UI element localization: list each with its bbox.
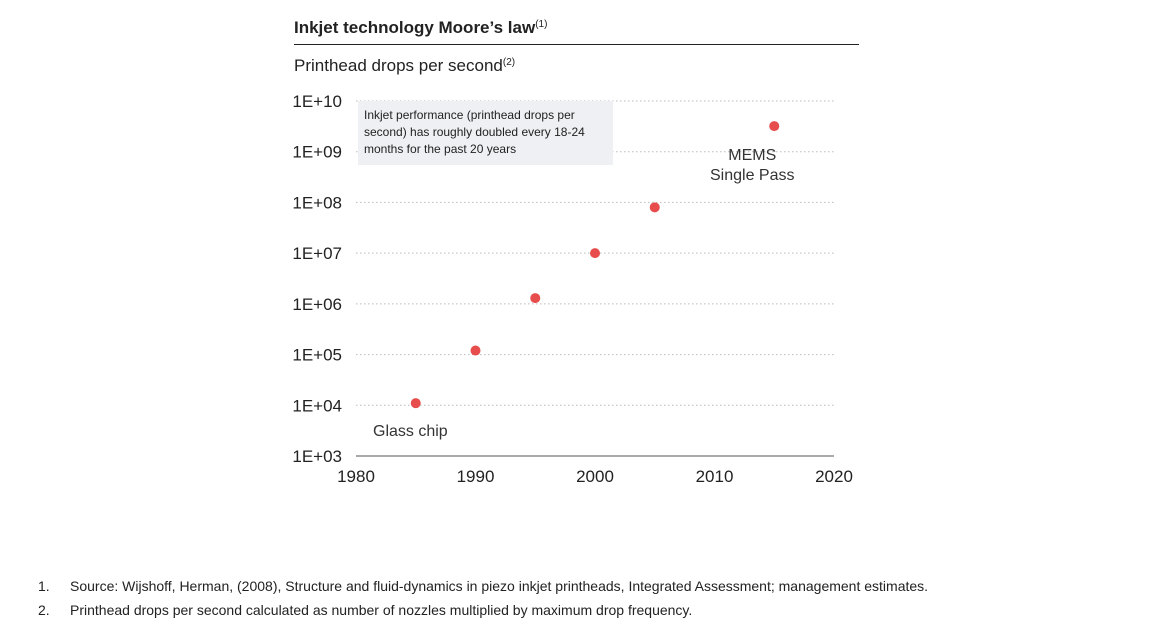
chart-subtitle: Printhead drops per second(2) [294, 56, 515, 76]
x-tick-label: 2020 [815, 467, 853, 486]
point-label-mems: MEMS Single Pass [710, 146, 795, 186]
point-label-mems-line2: Single Pass [710, 167, 795, 184]
y-tick-label: 1E+06 [292, 295, 342, 314]
footnote-1: 1. Source: Wijshoff, Herman, (2008), Stru… [38, 574, 928, 598]
data-point [649, 202, 660, 213]
annotation-box: Inkjet performance (printhead drops per … [358, 101, 613, 165]
x-tick-label: 1980 [337, 467, 375, 486]
x-tick-label: 2010 [696, 467, 734, 486]
data-point [769, 121, 780, 132]
chart-subtitle-footnote-ref: (2) [502, 57, 516, 68]
y-tick-label: 1E+05 [292, 346, 342, 365]
chart-title: Inkjet technology Moore’s law(1) [294, 18, 859, 45]
data-point [590, 248, 600, 259]
footnote-2: 2. Printhead drops per second calculated … [38, 598, 928, 622]
y-tick-label: 1E+09 [292, 143, 342, 162]
y-tick-label: 1E+04 [292, 396, 342, 415]
footnote-number: 1. [38, 578, 50, 594]
chart-title-footnote-ref: (1) [535, 19, 548, 30]
y-tick-label: 1E+03 [292, 447, 342, 466]
x-tick-label: 2000 [576, 467, 614, 486]
footnotes: 1. Source: Wijshoff, Herman, (2008), Stru… [38, 574, 928, 622]
footnote-number: 2. [38, 602, 50, 618]
data-point [410, 398, 421, 409]
x-tick-label: 1990 [457, 467, 495, 486]
chart-title-text: Inkjet technology Moore’s law [294, 18, 536, 37]
point-label-glass-chip: Glass chip [373, 423, 448, 440]
footnote-text: Source: Wijshoff, Herman, (2008), Struct… [70, 578, 929, 594]
data-point [530, 293, 541, 304]
y-tick-label: 1E+10 [292, 92, 342, 111]
point-label-mems-line1: MEMS [728, 147, 777, 164]
y-tick-label: 1E+07 [292, 244, 342, 263]
data-point [470, 345, 481, 356]
footnote-text: Printhead drops per second calculated as… [70, 602, 693, 618]
y-tick-label: 1E+08 [292, 193, 342, 212]
chart-subtitle-text: Printhead drops per second [294, 56, 503, 75]
